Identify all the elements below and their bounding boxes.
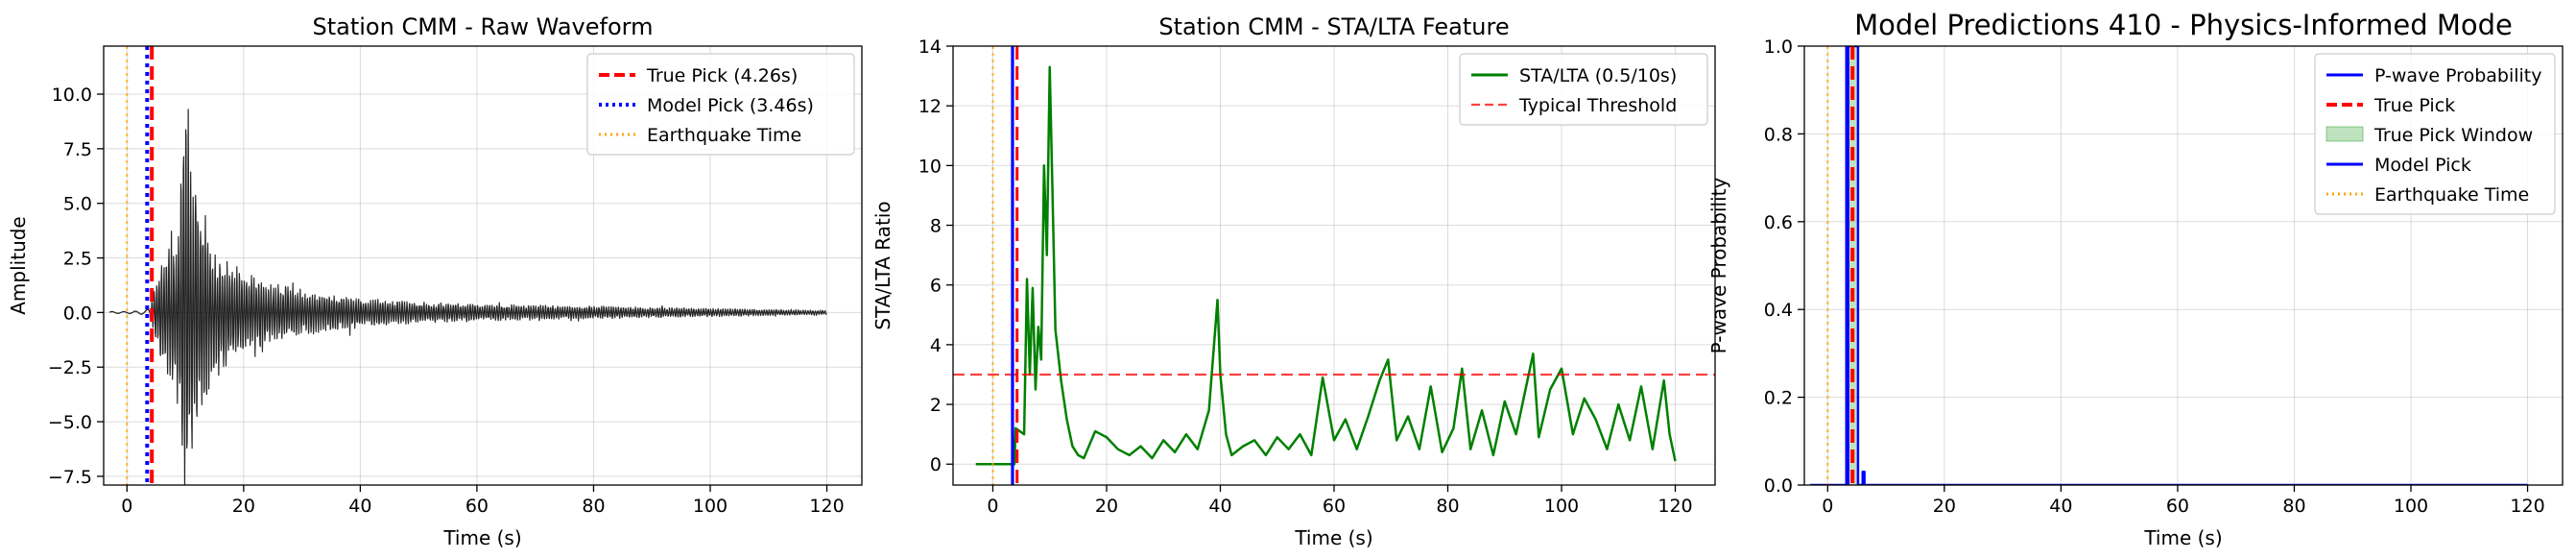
y-tick-label: 2.5: [63, 249, 92, 270]
series-line-1: [1810, 46, 2528, 485]
chart-title: Station CMM - Raw Waveform: [313, 13, 654, 40]
y-tick-label: 0.8: [1764, 124, 1793, 145]
legend-label: Model Pick: [2374, 155, 2471, 176]
x-tick-label: 100: [693, 496, 727, 517]
x-tick-label: 100: [1544, 496, 1579, 517]
legend-box: [586, 53, 855, 156]
legend: True Pick (4.26s) Model Pick (3.46s) Earth…: [586, 53, 855, 156]
legend-label: Model Pick (3.46s): [647, 95, 814, 116]
x-axis-label: Time (s): [2143, 526, 2222, 549]
y-tick-label: 0.6: [1764, 212, 1793, 233]
chart-title: Station CMM - STA/LTA Feature: [1158, 13, 1509, 40]
legend: STA/LTA (0.5/10s) Typical Threshold: [1459, 53, 1708, 126]
legend-label: Earthquake Time: [647, 125, 801, 146]
x-tick-label: 120: [2510, 496, 2544, 517]
y-tick-label: −5.0: [48, 412, 92, 433]
legend-swatch: [2326, 126, 2364, 142]
x-tick-label: 80: [2282, 496, 2305, 517]
x-tick-label: 60: [2166, 496, 2189, 517]
legend-label: True Pick (4.26s): [646, 65, 798, 86]
chart-panel-3: 0 20 40 60 80 100 120 0.0 0.2 0.4 0.6 0.8 1.0 Model P…: [1707, 9, 2564, 549]
y-tick-label: 14: [918, 36, 942, 58]
series-line-1: [975, 65, 1677, 466]
axes-frame: [103, 45, 863, 486]
x-tick-label: 40: [348, 496, 371, 517]
y-tick-label: 6: [930, 276, 942, 297]
y-tick-label: 0.2: [1764, 388, 1793, 409]
y-axis-label: Amplitude: [7, 216, 30, 315]
x-tick-label: 20: [1933, 496, 1956, 517]
x-axis-label: Time (s): [1294, 526, 1372, 549]
x-tick-label: 0: [987, 496, 998, 517]
y-tick-label: 10: [918, 156, 942, 177]
x-tick-label: 120: [1658, 496, 1692, 517]
y-tick-label: 7.5: [63, 139, 92, 160]
y-tick-label: 0: [930, 454, 942, 475]
legend-label: Typical Threshold: [1518, 95, 1677, 116]
y-tick-label: −2.5: [48, 357, 92, 378]
chart-panel-1: 0 20 40 60 80 100 120 −7.5 −5.0 −2.5 0.0 2.5 5.0 7.5 1…: [7, 13, 863, 549]
y-tick-label: 0.0: [1764, 475, 1793, 497]
x-tick-label: 80: [582, 496, 605, 517]
x-tick-label: 60: [465, 496, 489, 517]
x-tick-label: 20: [232, 496, 255, 517]
plot-area: [108, 46, 827, 485]
chart-panel-2: 0 20 40 60 80 100 120 0 2 4 6 8 10 12 14 Station CMM - …: [871, 13, 1716, 549]
y-tick-label: 0.0: [63, 303, 92, 324]
x-tick-label: 0: [1822, 496, 1833, 517]
x-tick-label: 40: [2049, 496, 2072, 517]
x-tick-label: 60: [1323, 496, 1346, 517]
chart-title: Model Predictions 410 - Physics-Informed…: [1854, 9, 2513, 41]
x-tick-label: 20: [1095, 496, 1118, 517]
span-true-pick-window: [1847, 46, 1859, 485]
y-tick-label: 1.0: [1764, 36, 1793, 58]
y-tick-label: 10.0: [52, 85, 92, 106]
x-tick-label: 120: [809, 496, 844, 517]
y-tick-label: 4: [930, 335, 942, 356]
plot-area: [953, 46, 1715, 485]
legend-box: [2314, 53, 2556, 215]
legend-label: True Pick: [2373, 95, 2455, 116]
x-tick-label: 80: [1436, 496, 1459, 517]
y-tick-label: −7.5: [48, 467, 92, 488]
y-tick-label: 5.0: [63, 194, 92, 215]
y-tick-label: 8: [930, 216, 942, 237]
legend: P-wave Probability True Pick True Pick Win…: [2314, 53, 2556, 215]
plot-area: [1810, 46, 2528, 485]
y-tick-label: 0.4: [1764, 300, 1793, 321]
y-axis-label: P-wave Probability: [1707, 178, 1730, 354]
legend-label: P-wave Probability: [2374, 65, 2542, 86]
x-tick-label: 100: [2394, 496, 2428, 517]
y-axis-label: STA/LTA Ratio: [871, 201, 894, 329]
x-tick-label: 40: [1208, 496, 1231, 517]
legend-label: True Pick Window: [2373, 125, 2533, 146]
y-tick-label: 2: [930, 395, 942, 416]
axes-frame: [1803, 45, 2564, 486]
legend-label: STA/LTA (0.5/10s): [1519, 65, 1677, 86]
x-tick-label: 0: [121, 496, 132, 517]
legend-box: [1459, 53, 1708, 126]
series-line-1: [108, 109, 827, 485]
legend-label: Earthquake Time: [2374, 184, 2529, 206]
y-tick-label: 12: [918, 96, 942, 117]
x-axis-label: Time (s): [442, 526, 521, 549]
